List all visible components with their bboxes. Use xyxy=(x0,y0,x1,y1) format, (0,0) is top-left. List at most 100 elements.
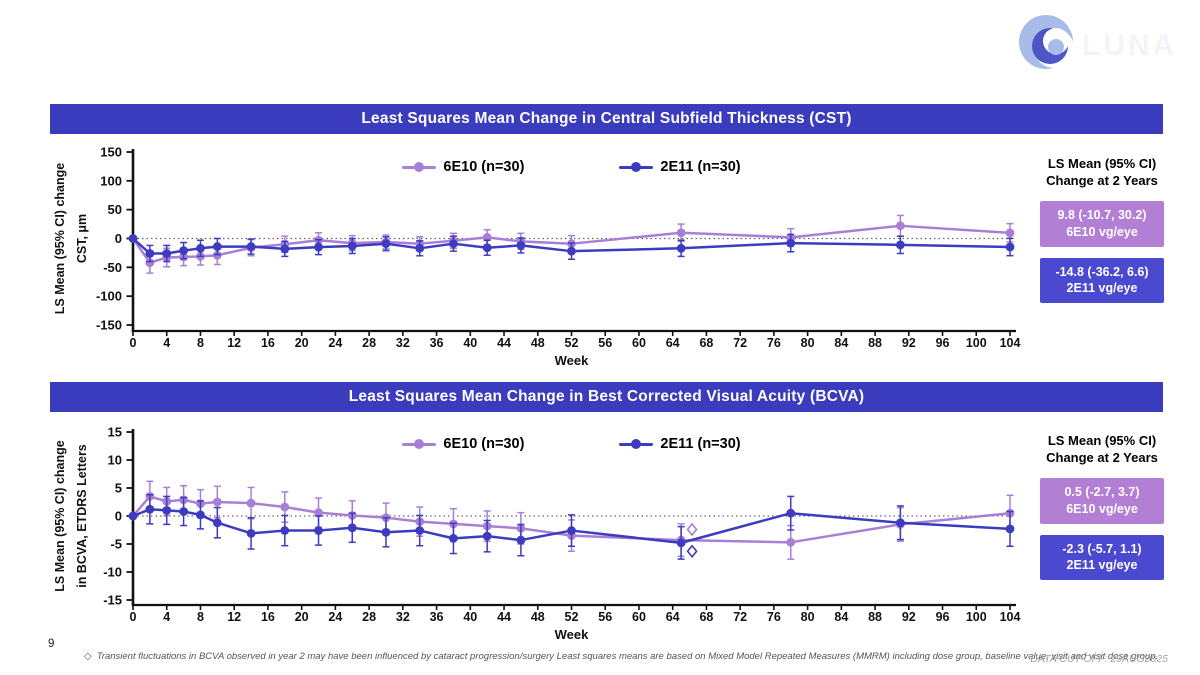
svg-text:36: 36 xyxy=(430,610,444,624)
svg-text:0: 0 xyxy=(130,610,137,624)
svg-text:4: 4 xyxy=(163,610,170,624)
legend-label-6e10: 6E10 (n=30) xyxy=(443,159,525,175)
svg-text:76: 76 xyxy=(767,610,781,624)
legend-item-6e10: 6E10 (n=30) xyxy=(402,436,524,452)
bcva-legend: 6E10 (n=30) 2E11 (n=30) xyxy=(133,436,1010,452)
callout-label: 6E10 vg/eye xyxy=(1066,224,1138,239)
svg-text:56: 56 xyxy=(598,336,612,350)
series-2e11 xyxy=(128,233,1015,263)
svg-text:48: 48 xyxy=(531,610,545,624)
svg-text:92: 92 xyxy=(902,336,916,350)
svg-text:84: 84 xyxy=(834,610,848,624)
svg-text:48: 48 xyxy=(531,336,545,350)
svg-text:64: 64 xyxy=(666,610,680,624)
svg-text:-5: -5 xyxy=(110,537,122,552)
line-marker-icon xyxy=(402,162,437,172)
footnote-text: Transient fluctuations in BCVA observed … xyxy=(96,651,1159,662)
bcva-side-panel: LS Mean (95% CI) Change at 2 Years 0.5 (… xyxy=(1040,433,1164,591)
svg-text:68: 68 xyxy=(699,610,713,624)
svg-text:28: 28 xyxy=(362,610,376,624)
svg-text:-15: -15 xyxy=(103,593,122,608)
callout-value: -2.3 (-5.7, 1.1) xyxy=(1062,541,1142,556)
svg-text:56: 56 xyxy=(598,610,612,624)
logo-dot xyxy=(1048,39,1064,55)
svg-text:-10: -10 xyxy=(103,565,122,580)
cst-callout-6e10: 9.8 (-10.7, 30.2) 6E10 vg/eye xyxy=(1040,200,1164,247)
bcva-side-panel-heading: LS Mean (95% CI) Change at 2 Years xyxy=(1040,433,1164,467)
svg-text:-100: -100 xyxy=(96,289,122,304)
svg-text:0: 0 xyxy=(115,509,122,524)
svg-text:72: 72 xyxy=(733,336,747,350)
svg-text:CST, μm: CST, μm xyxy=(75,214,89,263)
cst-callout-2e11: -14.8 (-36.2, 6.6) 2E11 vg/eye xyxy=(1040,257,1164,304)
svg-text:20: 20 xyxy=(295,610,309,624)
line-marker-icon xyxy=(619,439,654,449)
callout-label: 6E10 vg/eye xyxy=(1066,501,1138,516)
footnote: ◇ Transient fluctuations in BCVA observed… xyxy=(84,651,1158,662)
callout-value: 9.8 (-10.7, 30.2) xyxy=(1057,207,1147,222)
svg-text:44: 44 xyxy=(497,610,511,624)
svg-text:10: 10 xyxy=(108,453,122,468)
svg-text:24: 24 xyxy=(328,336,342,350)
svg-text:28: 28 xyxy=(362,336,376,350)
diamond-icon: ◇ xyxy=(84,651,92,662)
svg-text:LS Mean (95% CI) change: LS Mean (95% CI) change xyxy=(53,440,67,591)
svg-text:16: 16 xyxy=(261,610,275,624)
svg-text:96: 96 xyxy=(936,336,950,350)
svg-text:68: 68 xyxy=(699,336,713,350)
svg-text:50: 50 xyxy=(108,202,122,217)
svg-text:92: 92 xyxy=(902,610,916,624)
svg-text:5: 5 xyxy=(115,481,122,496)
svg-text:88: 88 xyxy=(868,336,882,350)
diamond-annotation xyxy=(686,522,698,537)
svg-text:104: 104 xyxy=(1000,336,1021,350)
svg-text:96: 96 xyxy=(936,610,950,624)
line-marker-icon xyxy=(619,162,654,172)
svg-text:40: 40 xyxy=(463,336,477,350)
svg-text:8: 8 xyxy=(197,336,204,350)
bcva-title-bar: Least Squares Mean Change in Best Correc… xyxy=(50,382,1163,412)
svg-text:in BCVA, ETDRS Letters: in BCVA, ETDRS Letters xyxy=(75,444,89,588)
heading-line: LS Mean (95% CI) xyxy=(1047,433,1157,448)
legend-item-6e10: 6E10 (n=30) xyxy=(402,159,524,175)
svg-text:76: 76 xyxy=(767,336,781,350)
svg-text:52: 52 xyxy=(565,610,579,624)
svg-text:44: 44 xyxy=(497,336,511,350)
svg-text:60: 60 xyxy=(632,610,646,624)
legend-label-2e11: 2E11 (n=30) xyxy=(660,436,741,452)
heading-line: Change at 2 Years xyxy=(1046,449,1158,465)
bcva-callout-2e11: -2.3 (-5.7, 1.1) 2E11 vg/eye xyxy=(1040,534,1164,581)
callout-label: 2E11 vg/eye xyxy=(1066,558,1138,573)
heading-line: Change at 2 Years xyxy=(1046,172,1158,188)
line-marker-icon xyxy=(402,439,437,449)
svg-text:84: 84 xyxy=(834,336,848,350)
svg-text:88: 88 xyxy=(868,610,882,624)
cst-side-panel: LS Mean (95% CI) Change at 2 Years 9.8 (… xyxy=(1040,156,1164,314)
svg-text:15: 15 xyxy=(108,425,122,440)
legend-label-6e10: 6E10 (n=30) xyxy=(443,436,525,452)
svg-text:32: 32 xyxy=(396,336,410,350)
callout-value: -14.8 (-36.2, 6.6) xyxy=(1055,264,1149,279)
svg-text:100: 100 xyxy=(966,610,987,624)
svg-text:80: 80 xyxy=(801,610,815,624)
svg-text:LS Mean (95% CI) change: LS Mean (95% CI) change xyxy=(53,163,67,314)
svg-text:72: 72 xyxy=(733,610,747,624)
data-cutoff: DATA CUT-OFF: 29AUG2025 xyxy=(1030,653,1168,665)
svg-text:100: 100 xyxy=(966,336,987,350)
page-number: 9 xyxy=(48,638,55,650)
svg-text:60: 60 xyxy=(632,336,646,350)
svg-text:8: 8 xyxy=(197,610,204,624)
legend-label-2e11: 2E11 (n=30) xyxy=(660,159,741,175)
svg-text:-50: -50 xyxy=(103,260,122,275)
svg-text:12: 12 xyxy=(227,336,241,350)
cst-side-panel-heading: LS Mean (95% CI) Change at 2 Years xyxy=(1040,156,1164,190)
svg-text:12: 12 xyxy=(227,610,241,624)
legend-item-2e11: 2E11 (n=30) xyxy=(619,159,741,175)
bcva-callout-6e10: 0.5 (-2.7, 3.7) 6E10 vg/eye xyxy=(1040,477,1164,524)
cst-title-bar: Least Squares Mean Change in Central Sub… xyxy=(50,104,1163,134)
callout-value: 0.5 (-2.7, 3.7) xyxy=(1064,484,1140,499)
svg-text:100: 100 xyxy=(100,173,122,188)
svg-text:52: 52 xyxy=(565,336,579,350)
